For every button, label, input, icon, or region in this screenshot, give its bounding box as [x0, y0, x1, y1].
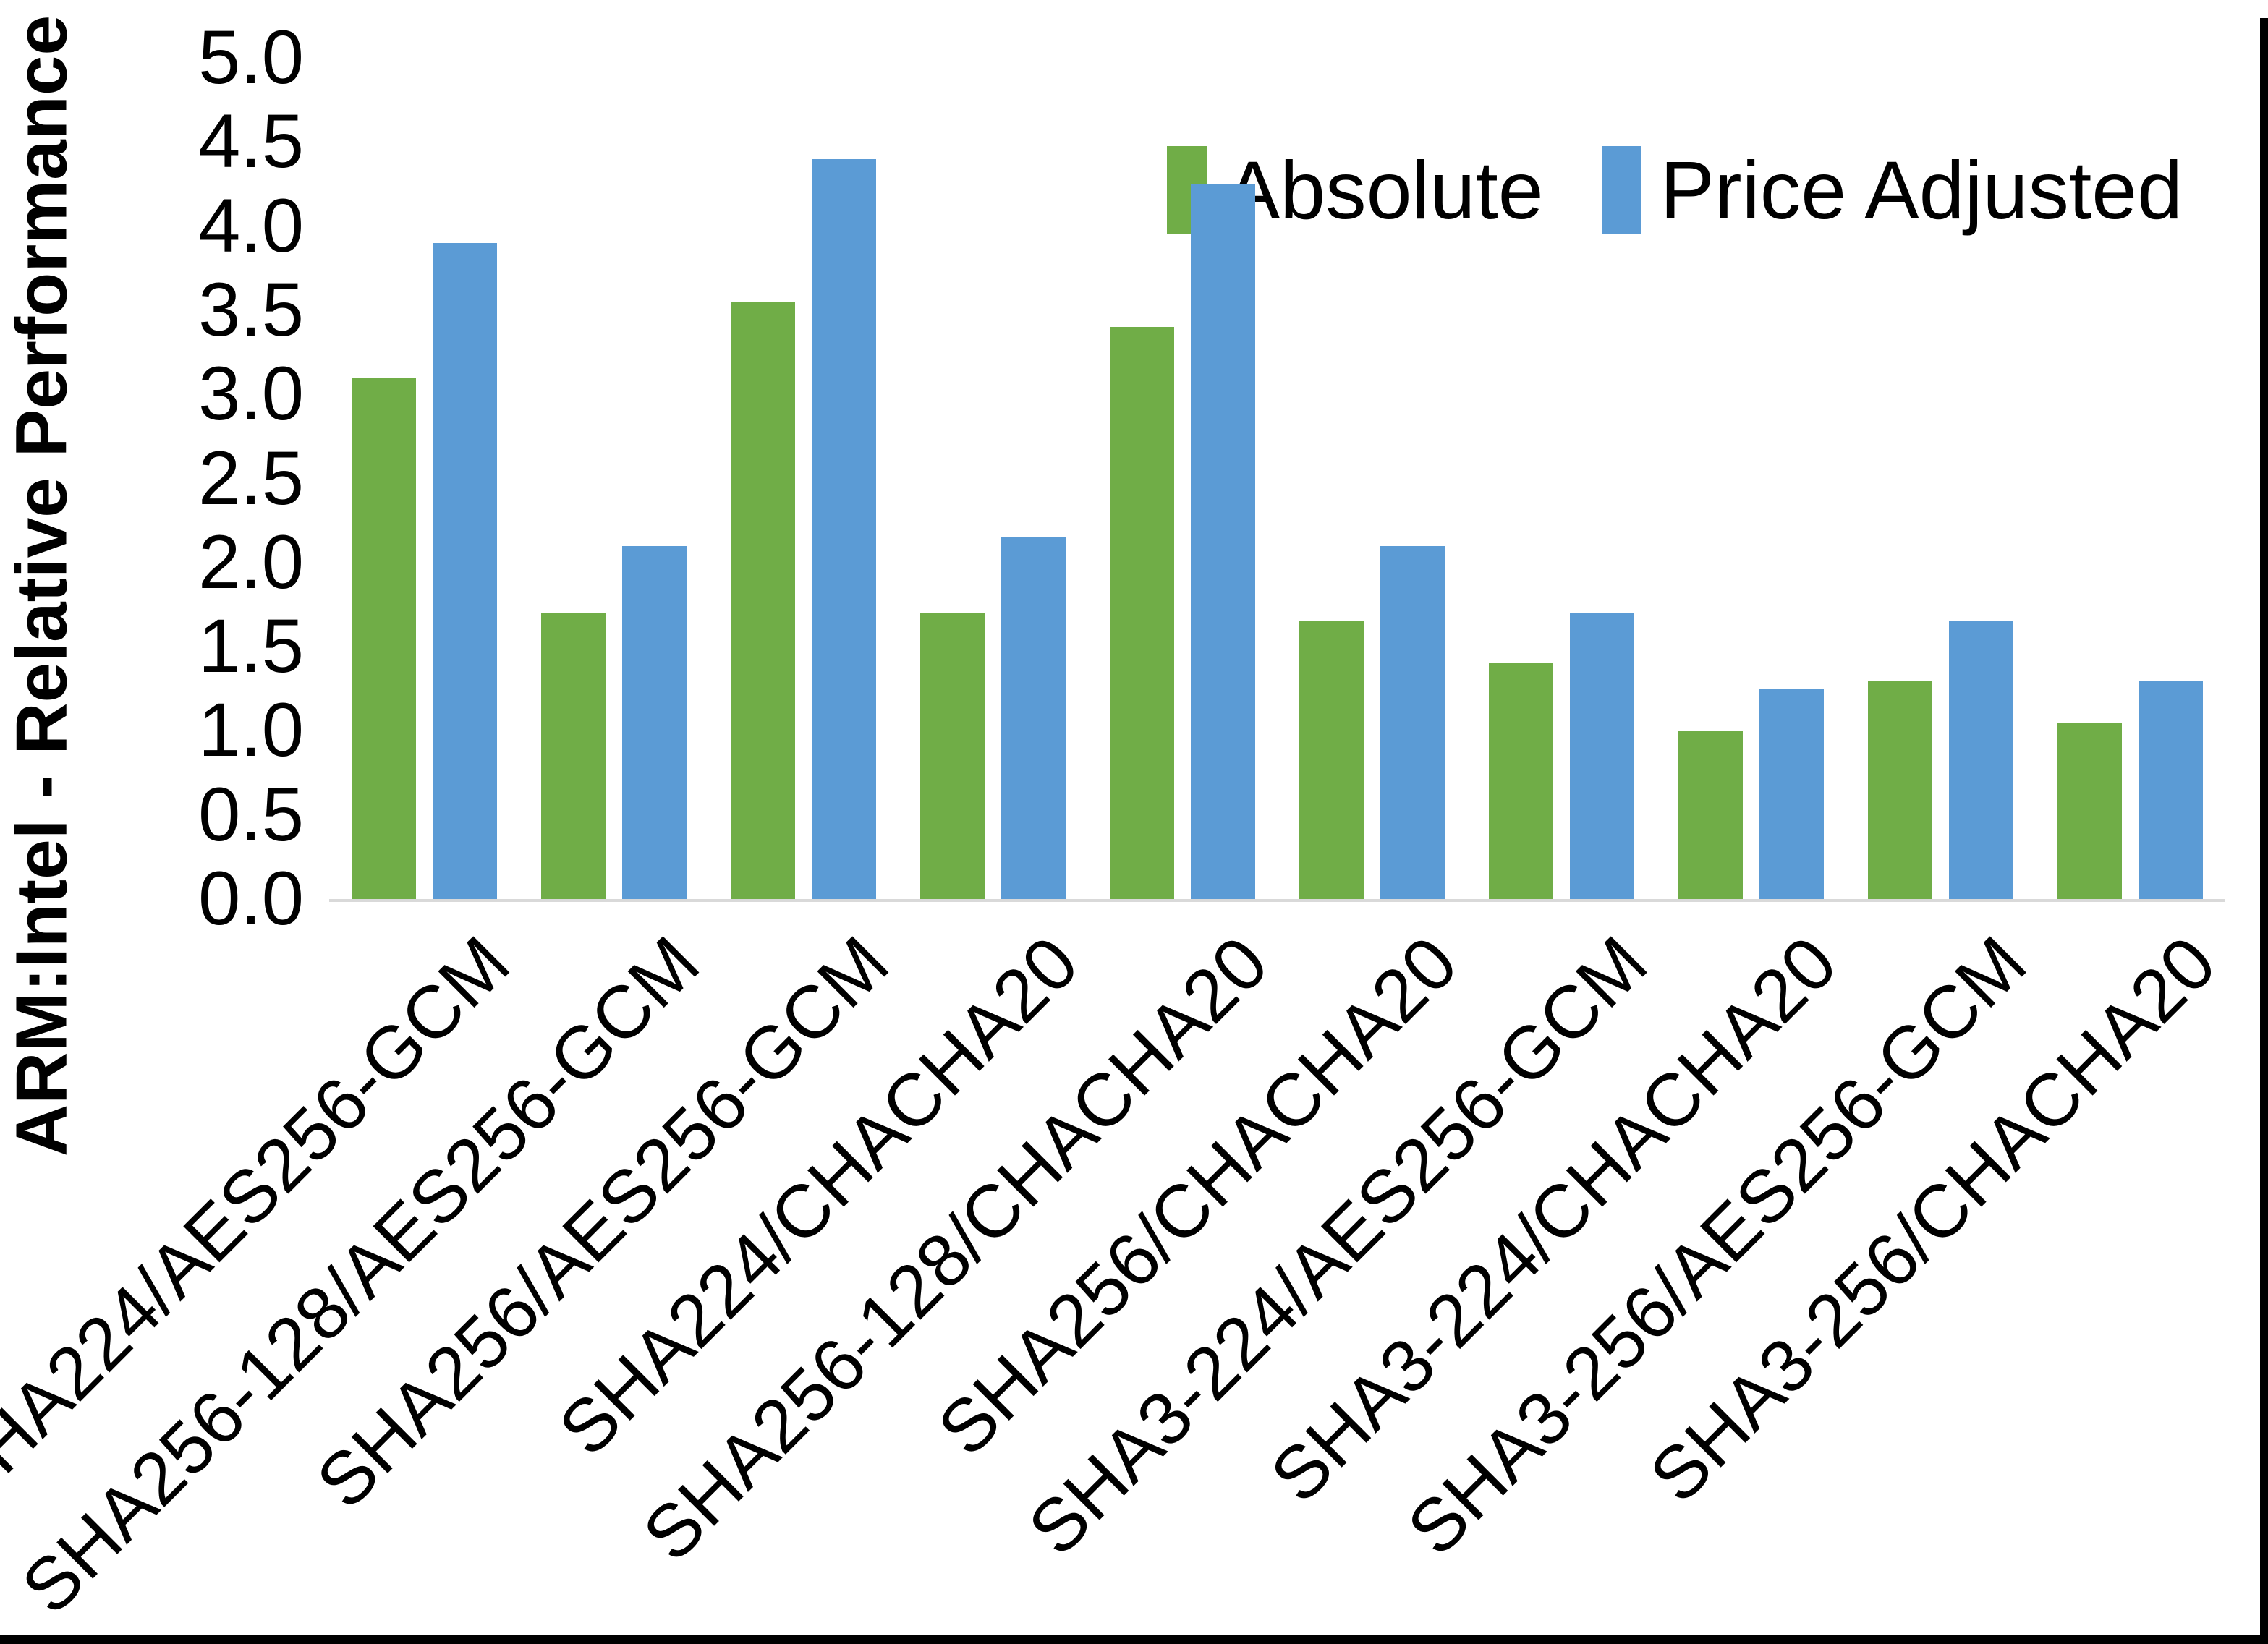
- y-tick-2.0: 2.0: [198, 519, 304, 605]
- y-tick-0.5: 0.5: [198, 772, 304, 857]
- bar-group-3: [708, 58, 898, 899]
- bar-absolute-8: [1678, 731, 1743, 899]
- bar-group-1: [329, 58, 519, 899]
- bar-absolute-6: [1299, 621, 1364, 899]
- y-tick-3.5: 3.5: [198, 267, 304, 352]
- plot-area: [329, 58, 2225, 902]
- bar-price-adjusted-7: [1569, 613, 1634, 899]
- bar-absolute-2: [540, 613, 606, 899]
- legend-item-price-adjusted: Price Adjusted: [1601, 143, 2183, 237]
- bar-group-9: [1846, 58, 2035, 899]
- bar-groups: [329, 58, 2225, 899]
- bar-absolute-1: [351, 377, 416, 899]
- bar-price-adjusted-2: [621, 545, 687, 899]
- legend-label-absolute: Absolute: [1225, 145, 1544, 236]
- y-tick-4.5: 4.5: [198, 99, 304, 184]
- y-tick-5.0: 5.0: [198, 15, 304, 100]
- legend-swatch-price-adjusted: [1601, 146, 1641, 234]
- bar-price-adjusted-10: [2138, 680, 2203, 899]
- frame-right-bar: [2260, 18, 2268, 1644]
- y-tick-3.0: 3.0: [198, 352, 304, 437]
- bar-price-adjusted-6: [1380, 545, 1445, 899]
- bar-price-adjusted-9: [1948, 621, 2013, 899]
- bar-group-8: [1656, 58, 1846, 899]
- legend-item-absolute: Absolute: [1166, 143, 1544, 237]
- bar-absolute-3: [730, 302, 795, 899]
- bar-price-adjusted-3: [811, 158, 876, 899]
- bar-price-adjusted-1: [432, 242, 497, 899]
- bar-group-4: [898, 58, 1087, 899]
- y-tick-1.0: 1.0: [198, 688, 304, 773]
- bar-absolute-4: [919, 613, 985, 899]
- bar-group-6: [1277, 58, 1466, 899]
- bar-price-adjusted-4: [1001, 537, 1066, 899]
- legend-label-price-adjusted: Price Adjusted: [1660, 145, 2183, 236]
- bar-group-7: [1466, 58, 1656, 899]
- y-tick-1.5: 1.5: [198, 604, 304, 689]
- bar-group-10: [2035, 58, 2225, 899]
- y-tick-0.0: 0.0: [198, 856, 304, 941]
- bar-group-5: [1087, 58, 1277, 899]
- bar-price-adjusted-5: [1190, 184, 1255, 899]
- y-tick-2.5: 2.5: [198, 435, 304, 521]
- legend: Absolute Price Adjusted: [1166, 143, 2183, 237]
- y-axis-title: ARM:Intel - Relative Performance: [1, 14, 82, 1157]
- bar-absolute-10: [2057, 722, 2122, 899]
- bar-price-adjusted-8: [1759, 689, 1824, 899]
- bar-absolute-5: [1109, 327, 1174, 899]
- bar-absolute-9: [1867, 680, 1932, 899]
- bar-group-2: [519, 58, 708, 899]
- frame-bottom-bar: [0, 1635, 2268, 1644]
- y-tick-4.0: 4.0: [198, 183, 304, 268]
- bar-absolute-7: [1488, 663, 1553, 899]
